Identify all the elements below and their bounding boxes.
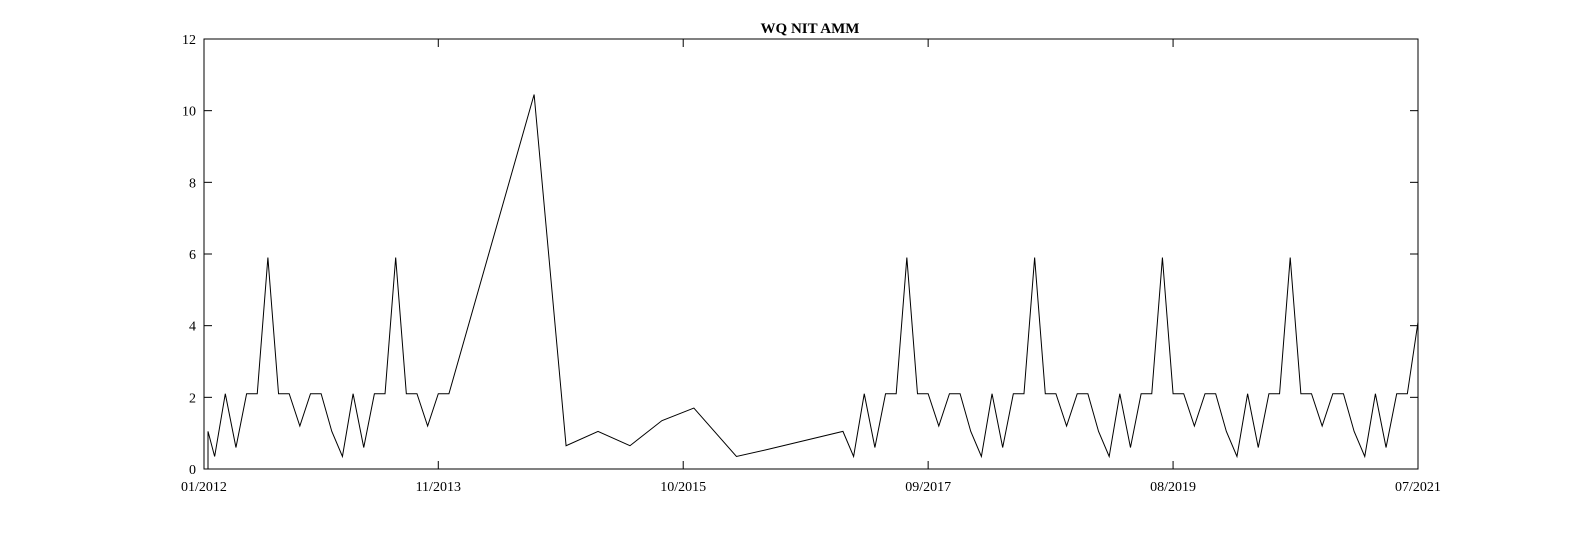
x-tick-label: 08/2019 (1150, 480, 1196, 495)
series-layer (207, 94, 1419, 469)
y-tick-label: 8 (189, 176, 196, 191)
x-tick-label: 09/2017 (905, 480, 951, 495)
x-tick-label: 11/2013 (416, 480, 461, 495)
plot-frame (203, 38, 1419, 470)
y-tick-label: 6 (189, 248, 196, 263)
chart-title: WQ NIT AMM (761, 21, 860, 37)
x-axis: 01/2012 11/2013 10/2015 09/2017 08/2019 07/20… (181, 39, 1441, 495)
y-axis: 0 2 4 6 8 10 12 (182, 33, 1418, 478)
x-tick-label: 10/2015 (660, 480, 706, 495)
x-tick-label: 07/2021 (1395, 480, 1441, 495)
y-tick-label: 4 (189, 320, 196, 335)
y-tick-label: 0 (189, 463, 196, 478)
y-tick-label: 12 (182, 33, 196, 48)
y-tick-label: 10 (182, 105, 196, 120)
x-tick-label: 01/2012 (181, 480, 227, 495)
y-tick-label: 2 (189, 391, 196, 406)
series-line-0 (207, 94, 1419, 469)
